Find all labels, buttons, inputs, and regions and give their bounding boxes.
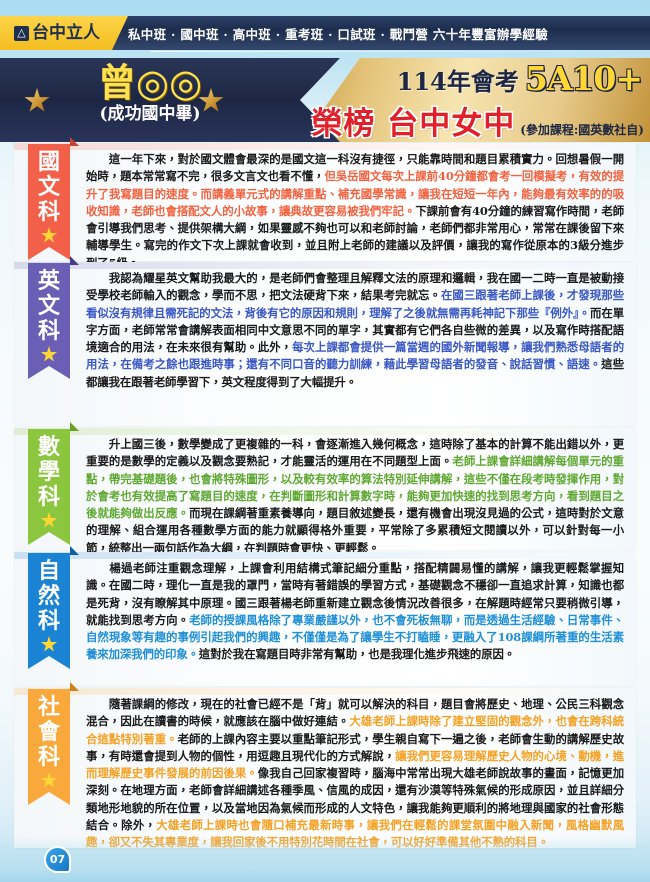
hero-pass-line: 榮榜 台中女中 (參加課程:國英數社自) [311, 98, 644, 143]
ribbon-char: 科 [37, 484, 60, 510]
student-school: (成功國中畢) [99, 104, 201, 124]
subject-ribbon-science: 自然科 [28, 546, 79, 669]
subject-ribbon-chinese: 國文科 [28, 137, 79, 260]
section-card: 國文科 這一年下來，對於國文體會最深的是國文這一科沒有捷徑，只能靠時間和題目累積… [14, 137, 636, 270]
ribbon-body: 數學科 [28, 429, 70, 545]
text-run: 老師的上課內容主要以重點筆記形式，學生親自寫下一遍之後，老師會生動的講解歷史故事… [86, 731, 625, 763]
star-icon [41, 227, 58, 244]
section-card: 社會科 隨著課綱的修改，現在的社會已經不是「背」就可以解決的科目，題目會將歷史、… [14, 682, 636, 849]
subject-ribbon-english: 英文科 [28, 256, 79, 379]
hero-navy-panel [0, 58, 340, 142]
ribbon-fold [70, 546, 79, 555]
text-run: 升上國三後，數學變成了更複雜的一科，會逐漸進入幾何概念，這時除了基本的計算不能出… [86, 437, 624, 469]
subject-section-english: 英文科 我認為耀星英文幫助我最大的，是老師們會整理且解釋文法的原理和邏輯，我在國… [0, 256, 650, 426]
ribbon-char: 然 [37, 583, 60, 609]
student-name: 曾◎◎ [97, 60, 203, 105]
section-accent-line [14, 262, 636, 269]
ribbon-char: 會 [37, 719, 60, 745]
section-paragraph: 我認為耀星英文幫助我最大的，是老師們會整理且解釋文法的原理和邏輯，我在國一二時一… [86, 270, 624, 391]
section-card: 數學科 升上國三後，數學變成了更複雜的一科，會逐漸進入幾何概念，這時除了基本的計… [14, 422, 636, 555]
highlight-text-run: 但吳岳國文每次上課前40分鐘都會考一回模擬考，有效的提升了我寫題目的速度。而講義… [86, 169, 625, 218]
section-card: 自然科 楊過老師注重觀念理解，上課會利用結構式筆記細分重點，搭配精闢易懂的講解，… [14, 546, 636, 686]
ribbon-char: 文 [37, 174, 60, 200]
page-number-badge: 07 [44, 846, 71, 873]
section-paragraph: 楊過老師注重觀念理解，上課會利用結構式筆記細分重點，搭配精闢易懂的講解，讓我更輕… [86, 560, 624, 664]
ribbon-body: 國文科 [28, 144, 70, 260]
text-run: 下課前會有40分鐘的練習寫作時間，老師會引導我們思考、提供架構大綱，如果靈感不夠… [86, 203, 625, 270]
text-run: 而現在課綱著重素養導向，題目敘述變長，還有機會出現沒見過的公式，這時對於文意的理… [86, 506, 625, 555]
ribbon-body: 社會科 [28, 689, 70, 805]
ribbon-fold [70, 137, 79, 146]
section-card: 英文科 我認為耀星英文幫助我最大的，是老師們會整理且解釋文法的原理和邏輯，我在國… [14, 256, 636, 426]
brand-logo-text: 台中立人 [32, 22, 100, 43]
ribbon-fold [70, 256, 79, 265]
section-paragraph: 升上國三後，數學變成了更複雜的一科，會逐漸進入幾何概念，這時除了基本的計算不能出… [86, 436, 624, 557]
ribbon-char: 學 [37, 459, 60, 485]
star-icon [41, 346, 58, 363]
section-accent-line [14, 552, 636, 559]
text-run: 隨著課綱的修改，現在的社會已經不是「背」就可以解決的科目，題目會將歷史、地理、公… [86, 697, 624, 729]
page-badge-shape: 07 [44, 846, 71, 873]
star-icon [41, 772, 58, 789]
ribbon-body: 自然科 [28, 553, 70, 669]
subject-ribbon-math: 數學科 [28, 422, 79, 545]
student-identity: 曾◎◎ (成功國中畢) [0, 60, 300, 125]
section-accent-line [14, 688, 636, 695]
text-run: 我認為耀星英文幫助我最大的，是老師們會整理且解釋文法的原理和邏輯，我在國一二時一… [86, 271, 624, 303]
exam-label: 114年會考 [396, 67, 519, 96]
hero-gold-panel [300, 58, 650, 142]
section-paragraph: 這一年下來，對於國文體會最深的是國文這一科沒有捷徑，只能靠時間和題目累積實力。回… [86, 151, 624, 272]
hero-result: 114年會考 5A10+ 榮榜 台中女中 (參加課程:國英數社自) [311, 58, 650, 142]
highlight-text-run: 在國三跟著老師上課後，才發現那些看似沒有規律且需死記的文法，背後有它的原因和規則… [86, 288, 624, 320]
text-run: 這些都讓我在跟著老師學習下，英文程度得到了大幅提升。 [86, 357, 624, 389]
ribbon-char: 科 [37, 744, 60, 770]
section-accent-line [14, 143, 636, 150]
highlight-text-run: 老師的授課風格除了專業嚴謹以外，也不會死板無聊，而是透過生活經驗、日常事件、自然… [86, 612, 625, 662]
ribbon-char: 自 [37, 558, 60, 584]
masthead-tagline: 私中班 · 國中班 · 高中班 · 重考班 · 口試班 · 戰鬥營 六十年豐富辦… [128, 26, 549, 42]
section-paragraph: 隨著課綱的修改，現在的社會已經不是「背」就可以解決的科目，題目會將歷史、地理、公… [86, 696, 624, 852]
star-icon [41, 512, 58, 529]
highlight-text-run: 讓我們更容易理解歷史人物的心境、動機，進而理解歷史事件發展的前因後果。 [86, 748, 624, 781]
ribbon-fold [70, 682, 79, 691]
ribbon-char: 數 [37, 434, 60, 460]
hero-exam-line: 114年會考 5A10+ [396, 59, 643, 98]
text-run: 這對於我在寫題目時非常有幫助，也是我理化進步飛速的原因。 [198, 647, 516, 662]
star-icon [41, 636, 58, 653]
ribbon-body: 英文科 [28, 263, 70, 379]
text-run: 像我自己回家複習時，腦海中常常出現大雄老師說故事的畫面，記憶更加深刻。在地理方面… [86, 766, 624, 833]
admitted-school: 榮榜 台中女中 [311, 106, 516, 142]
subject-section-social: 社會科 隨著課綱的修改，現在的社會已經不是「背」就可以解決的科目，題目會將歷史、… [0, 682, 650, 849]
brand-logo[interactable]: △ 台中立人 [14, 16, 100, 50]
page-number: 07 [49, 853, 66, 866]
subject-section-chinese: 國文科 這一年下來，對於國文體會最深的是國文這一科沒有捷徑，只能靠時間和題目累積… [0, 137, 650, 270]
masthead-navy-bar-inner [96, 16, 650, 50]
ribbon-char: 科 [37, 318, 60, 344]
masthead: △ 台中立人 私中班 · 國中班 · 高中班 · 重考班 · 口試班 · 戰鬥營… [0, 16, 650, 50]
subject-section-math: 數學科 升上國三後，數學變成了更複雜的一科，會逐漸進入幾何概念，這時除了基本的計… [0, 422, 650, 555]
ribbon-fold [70, 422, 79, 431]
highlight-text-run: 大雄老師上課時除了建立堅固的觀念外，也會在跨科統合這點特別著重。 [86, 714, 625, 746]
grade-badge: 5A10+ [524, 59, 643, 98]
subject-section-science: 自然科 楊過老師注重觀念理解，上課會利用結構式筆記細分重點，搭配精闢易懂的講解，… [0, 546, 650, 686]
school-logo-icon: △ [14, 25, 29, 41]
text-run: 這一年下來，對於國文體會最深的是國文這一科沒有捷徑，只能靠時間和題目累積實力。回… [86, 152, 624, 184]
masthead-underline [150, 51, 610, 52]
highlight-text-run: 每次上課都會提供一篇當週的國外新聞報導，讓我們熟悉母語者的用法，在備考之餘也跟進… [86, 340, 625, 372]
course-note: (參加課程:國英數社自) [520, 123, 644, 137]
ribbon-char: 文 [37, 293, 60, 319]
ribbon-char: 科 [37, 199, 60, 225]
highlight-text-run: 老師上課會詳細講解每個單元的重點，帶完基礎題後，也會將特殊圖形，以及較有效率的算… [86, 454, 624, 521]
ribbon-char: 國 [37, 149, 60, 175]
ribbon-char: 社 [37, 694, 60, 720]
subject-ribbon-social: 社會科 [28, 682, 79, 805]
ribbon-char: 科 [37, 608, 60, 634]
ribbon-char: 英 [37, 268, 60, 294]
bottom-gradient [0, 836, 650, 882]
hero-banner: 曾◎◎ (成功國中畢) 114年會考 5A10+ 榮榜 台中女中 (參加課程:國… [0, 58, 650, 142]
text-run: 楊過老師注重觀念理解，上課會利用結構式筆記細分重點，搭配精闢易懂的講解，讓我更輕… [86, 561, 624, 627]
text-run: 而在單字方面，老師常常會講解表面相同中文意思不同的單字，其實都有它們各自些微的差… [86, 305, 624, 355]
section-accent-line [14, 428, 636, 435]
